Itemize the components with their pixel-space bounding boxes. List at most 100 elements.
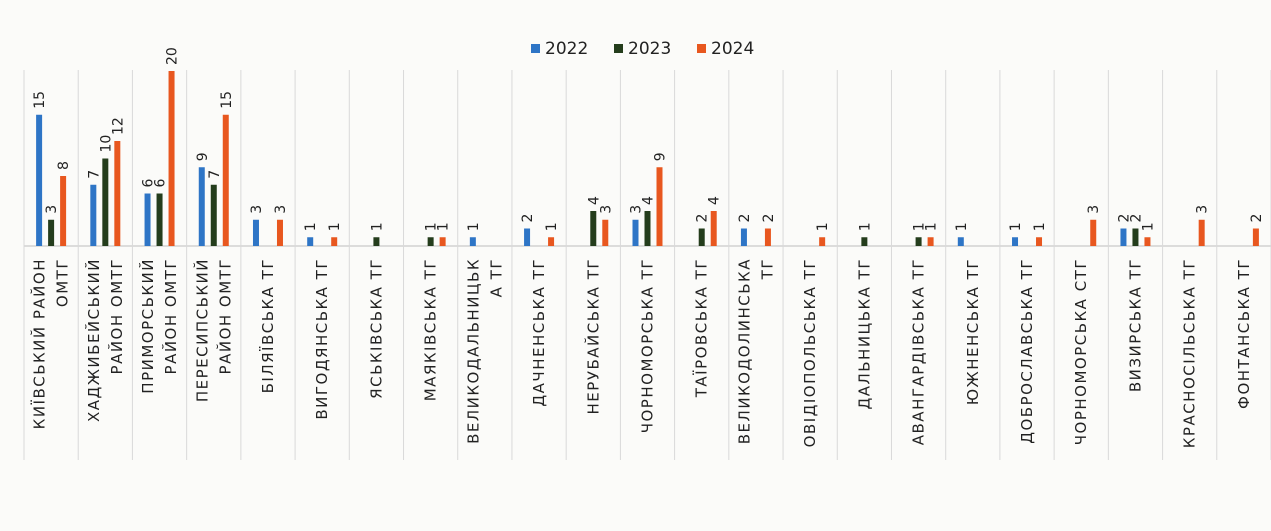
data-label-2024-19: 3 bbox=[1086, 205, 1102, 214]
category-tick-label-18: ДОБРОСЛАВСЬКА ТГ bbox=[1018, 258, 1036, 444]
data-label-2023-15: 1 bbox=[857, 222, 873, 231]
bar-2024-13 bbox=[764, 228, 771, 246]
category-tick-label-3: ПЕРЕСИПСЬКИЙ bbox=[192, 258, 211, 402]
category-tick-label-0: КИЇВСЬКИЙ РАЙОН bbox=[30, 258, 49, 429]
data-label-2022-20: 2 bbox=[1116, 214, 1132, 223]
bar-2023-6 bbox=[373, 237, 380, 246]
legend: 2022 2023 2024 bbox=[531, 39, 754, 59]
bar-2022-18 bbox=[1012, 237, 1019, 246]
bar-2023-3 bbox=[210, 184, 217, 246]
bar-2024-12 bbox=[710, 211, 717, 246]
bar-2024-4 bbox=[276, 219, 283, 246]
category-tick-label-5: ВИГОДЯНСЬКА ТГ bbox=[313, 258, 331, 420]
data-label-2024-3: 15 bbox=[219, 91, 235, 109]
bar-2023-10 bbox=[590, 211, 597, 246]
data-label-2022-13: 2 bbox=[737, 214, 753, 223]
category-tick-label-17: ЮЖНЕНСЬКА ТГ bbox=[964, 258, 982, 405]
legend-swatch-2022 bbox=[531, 44, 540, 53]
data-label-2023-3: 7 bbox=[207, 170, 223, 179]
legend-swatch-2024 bbox=[697, 44, 706, 53]
data-label-2024-12: 4 bbox=[707, 196, 723, 205]
bar-2024-9 bbox=[548, 237, 555, 246]
category-tick-label-3: РАЙОН ОМТГ bbox=[215, 258, 234, 374]
category-tick-label-6: ЯСЬКІВСЬКА ТГ bbox=[367, 258, 385, 399]
category-tick-label-20: ВИЗИРСЬКА ТГ bbox=[1126, 258, 1144, 392]
data-label-2024-11: 9 bbox=[653, 152, 669, 161]
data-label-2024-5: 1 bbox=[327, 222, 343, 231]
bar-2023-0 bbox=[48, 219, 55, 246]
bar-2024-16 bbox=[927, 237, 934, 246]
data-label-2024-4: 3 bbox=[273, 205, 289, 214]
bar-2022-0 bbox=[36, 114, 43, 246]
bar-2024-0 bbox=[60, 176, 67, 246]
data-label-2024-16: 1 bbox=[924, 222, 940, 231]
category-tick-label-7: МАЯКІВСЬКА ТГ bbox=[422, 258, 440, 401]
data-label-2022-0: 15 bbox=[32, 91, 48, 109]
bar-2023-2 bbox=[156, 193, 163, 246]
data-label-2023-12: 2 bbox=[695, 214, 711, 223]
data-label-2023-6: 1 bbox=[369, 222, 385, 231]
category-tick-label-8: А ТГ bbox=[487, 258, 505, 297]
data-label-2024-1: 12 bbox=[110, 117, 126, 135]
data-label-2023-16: 1 bbox=[912, 222, 928, 231]
bar-2023-12 bbox=[698, 228, 705, 246]
category-tick-label-13: ТГ bbox=[758, 258, 776, 280]
bar-2024-11 bbox=[656, 167, 663, 246]
legend-label-2024: 2024 bbox=[711, 39, 754, 59]
category-tick-label-0: ОМТГ bbox=[54, 258, 72, 307]
data-label-2022-4: 3 bbox=[249, 205, 265, 214]
bar-2022-1 bbox=[90, 184, 97, 246]
grid-layer bbox=[23, 70, 1271, 460]
data-label-2024-0: 8 bbox=[56, 161, 72, 170]
bar-2022-8 bbox=[469, 237, 476, 246]
category-tick-label-1: ХАДЖИБЕЙСЬКИЙ bbox=[84, 258, 103, 422]
category-tick-label-9: ДАЧНЕНСЬКА ТГ bbox=[530, 258, 548, 407]
data-label-2022-1: 7 bbox=[86, 170, 102, 179]
bar-2024-1 bbox=[114, 141, 121, 246]
data-label-2022-5: 1 bbox=[303, 222, 319, 231]
category-tick-label-19: ЧОРНОМОРСЬКА СТГ bbox=[1072, 258, 1090, 445]
category-tick-label-8: ВЕЛИКОДАЛЬНИЦЬК bbox=[464, 258, 482, 444]
category-tick-label-4: БІЛЯЇВСЬКА ТГ bbox=[258, 258, 277, 393]
bar-2022-17 bbox=[957, 237, 964, 246]
bar-2024-7 bbox=[439, 237, 446, 246]
bar-2024-18 bbox=[1036, 237, 1043, 246]
data-label-2022-3: 9 bbox=[195, 152, 211, 161]
category-tick-label-11: ЧОРНОМОРСЬКА ТГ bbox=[639, 258, 657, 433]
data-label-2023-2: 6 bbox=[153, 179, 169, 188]
data-label-2023-20: 2 bbox=[1128, 214, 1144, 223]
bar-2024-19 bbox=[1090, 219, 1097, 246]
bar-2024-10 bbox=[602, 219, 609, 246]
bar-2022-13 bbox=[740, 228, 747, 246]
bar-2022-4 bbox=[252, 219, 259, 246]
category-tick-label-22: ФОНТАНСЬКА ТГ bbox=[1235, 258, 1253, 409]
data-label-2024-7: 1 bbox=[436, 222, 452, 231]
data-label-2022-2: 6 bbox=[141, 179, 157, 188]
data-label-2023-10: 4 bbox=[586, 196, 602, 205]
category-tick-label-16: АВАНГАРДІВСЬКА ТГ bbox=[910, 258, 928, 445]
bar-2022-2 bbox=[144, 193, 151, 246]
bar-2024-20 bbox=[1144, 237, 1151, 246]
bar-2023-1 bbox=[102, 158, 109, 246]
bar-2022-20 bbox=[1120, 228, 1127, 246]
data-label-2022-18: 1 bbox=[1008, 222, 1024, 231]
category-tick-label-1: РАЙОН ОМТГ bbox=[107, 258, 126, 374]
category-tick-label-21: КРАСНОСІЛЬСЬКА ТГ bbox=[1181, 258, 1199, 448]
data-label-2024-22: 2 bbox=[1249, 214, 1265, 223]
category-tick-label-12: ТАЇРОВСЬКА ТГ bbox=[692, 258, 711, 398]
bar-2022-11 bbox=[632, 219, 639, 246]
bar-2024-21 bbox=[1198, 219, 1205, 246]
bar-2024-14 bbox=[819, 237, 826, 246]
bar-2023-16 bbox=[915, 237, 922, 246]
data-label-2024-18: 1 bbox=[1032, 222, 1048, 231]
category-tick-label-13: ВЕЛИКОДОЛИНСЬКА bbox=[735, 258, 753, 444]
data-label-2024-13: 2 bbox=[761, 214, 777, 223]
data-label-2024-10: 3 bbox=[598, 205, 614, 214]
legend-swatch-2023 bbox=[614, 44, 623, 53]
data-label-2023-7: 1 bbox=[424, 222, 440, 231]
bar-2023-7 bbox=[427, 237, 434, 246]
legend-label-2023: 2023 bbox=[628, 39, 671, 59]
data-label-2022-8: 1 bbox=[466, 222, 482, 231]
